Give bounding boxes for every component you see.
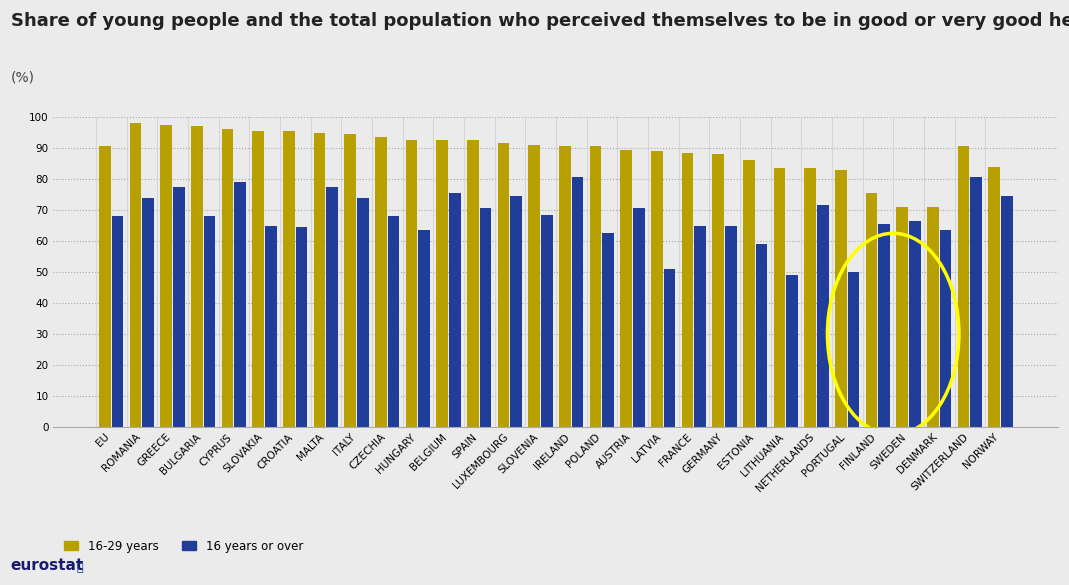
Text: (%): (%) [11,70,34,84]
Bar [664,269,676,427]
Bar [1001,196,1012,427]
Bar [804,168,816,427]
Bar [111,216,123,427]
Bar [326,187,338,427]
Bar [866,193,878,427]
Bar [909,221,920,427]
Bar [817,205,828,427]
Bar [682,153,694,427]
Bar [406,140,417,427]
Bar [695,225,706,427]
Bar [572,177,584,427]
Bar [160,125,172,427]
Bar [633,208,645,427]
Bar [848,272,859,427]
Bar [510,196,522,427]
Bar [142,198,154,427]
Bar [725,225,737,427]
Bar [375,137,387,427]
Text: ⬛: ⬛ [77,563,83,573]
Bar [541,215,553,427]
Legend: 16-29 years, 16 years or over: 16-29 years, 16 years or over [60,535,308,558]
Bar [590,146,602,427]
Bar [467,140,479,427]
Bar [940,230,951,427]
Bar [602,233,614,427]
Bar [498,143,510,427]
Bar [191,126,203,427]
Bar [204,216,215,427]
Bar [314,133,325,427]
Bar [774,168,786,427]
Bar [989,167,1001,427]
Text: Share of young people and the total population who perceived themselves to be in: Share of young people and the total popu… [11,12,1069,30]
Bar [265,225,277,427]
Bar [743,160,755,427]
Bar [971,177,982,427]
Bar [449,193,461,427]
Bar [712,154,724,427]
Bar [234,182,246,427]
Bar [283,131,295,427]
Bar [835,170,847,427]
Bar [897,207,908,427]
Bar [388,216,400,427]
Bar [436,140,448,427]
Bar [99,146,111,427]
Text: eurostat: eurostat [11,558,84,573]
Bar [129,123,141,427]
Bar [252,131,264,427]
Bar [418,230,430,427]
Bar [173,187,185,427]
Bar [221,129,233,427]
Bar [480,208,492,427]
Bar [357,198,369,427]
Bar [756,244,768,427]
Bar [528,145,540,427]
Bar [958,146,970,427]
Bar [787,275,797,427]
Bar [927,207,939,427]
Bar [559,146,571,427]
Bar [620,150,632,427]
Bar [651,151,663,427]
Bar [879,224,890,427]
Bar [296,227,308,427]
Bar [344,134,356,427]
